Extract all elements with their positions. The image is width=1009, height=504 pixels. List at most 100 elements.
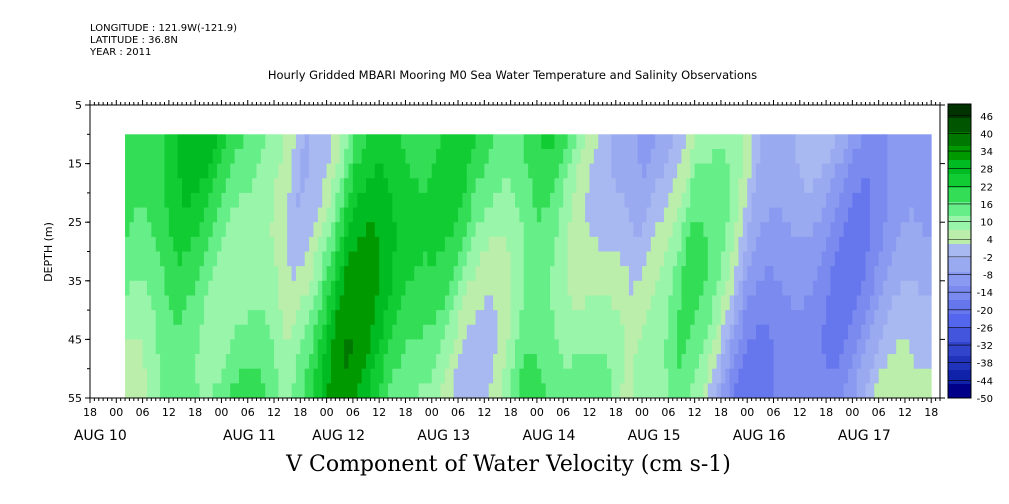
heatmap-cell [361, 310, 367, 326]
heatmap-cell [655, 222, 660, 238]
heatmap-cell [865, 383, 871, 399]
heatmap-cell [707, 354, 713, 370]
heatmap-cell [449, 383, 455, 399]
heatmap-cell [344, 383, 349, 399]
heatmap-cell [528, 266, 533, 282]
heatmap-cell [515, 207, 520, 223]
heatmap-cell [458, 163, 463, 179]
heatmap-cell [484, 324, 490, 340]
heatmap-cell [830, 163, 836, 179]
heatmap-cell [409, 222, 415, 238]
heatmap-cell [769, 251, 774, 267]
heatmap-cell [344, 280, 349, 296]
heatmap-cell [146, 324, 152, 340]
heatmap-cell [663, 178, 669, 194]
heatmap-cell [238, 324, 244, 340]
heatmap-cell [541, 324, 547, 340]
heatmap-cell [291, 192, 297, 208]
heatmap-cell [795, 178, 801, 194]
heatmap-cell [839, 368, 845, 384]
heatmap-cell [716, 148, 722, 164]
heatmap-cell [458, 339, 463, 355]
heatmap-cell [238, 251, 244, 267]
heatmap-cell [637, 192, 643, 208]
heatmap-cell [764, 163, 770, 179]
heatmap-cell [747, 207, 752, 223]
heatmap-cell [146, 251, 152, 267]
heatmap-cell [269, 134, 275, 150]
heatmap-cell [720, 178, 726, 194]
heatmap-cell [729, 310, 735, 326]
heatmap-cell [387, 324, 393, 340]
heatmap-cell [694, 236, 700, 252]
heatmap-cell [309, 295, 314, 311]
heatmap-cell [501, 280, 507, 296]
heatmap-cell [238, 236, 244, 252]
heatmap-cell [186, 192, 192, 208]
heatmap-cell [887, 280, 893, 296]
heatmap-cell [646, 324, 652, 340]
heatmap-cell [826, 354, 831, 370]
heatmap-cell [322, 178, 327, 194]
heatmap-cell [462, 310, 468, 326]
heatmap-cell [839, 383, 845, 399]
heatmap-cell [751, 163, 757, 179]
heatmap-cell [295, 324, 301, 340]
heatmap-cell [869, 295, 875, 311]
heatmap-cell [462, 251, 468, 267]
heatmap-cell [685, 266, 691, 282]
heatmap-cell [922, 354, 928, 370]
heatmap-cell [777, 266, 783, 282]
heatmap-cell [173, 310, 179, 326]
heatmap-cell [878, 324, 884, 340]
heatmap-cell [615, 339, 621, 355]
heatmap-cell [493, 178, 498, 194]
heatmap-cell [922, 236, 928, 252]
heatmap-cell [620, 134, 625, 150]
heatmap-cell [742, 383, 748, 399]
heatmap-cell [769, 222, 774, 238]
heatmap-cell [598, 354, 604, 370]
heatmap-cell [195, 222, 200, 238]
heatmap-cell [282, 148, 288, 164]
heatmap-cell [707, 178, 713, 194]
heatmap-cell [909, 383, 915, 399]
heatmap-cell [247, 324, 253, 340]
heatmap-cell [795, 192, 801, 208]
heatmap-cell [396, 236, 402, 252]
heatmap-cell [650, 324, 656, 340]
heatmap-cell [729, 266, 735, 282]
heatmap-cell [326, 368, 332, 384]
heatmap-cell [699, 222, 704, 238]
heatmap-cell [392, 148, 398, 164]
heatmap-cell [633, 368, 639, 384]
heatmap-cell [436, 163, 441, 179]
heatmap-cell [431, 310, 437, 326]
heatmap-cell [493, 222, 498, 238]
heatmap-cell [392, 295, 398, 311]
heatmap-cell [361, 236, 367, 252]
heatmap-cell [212, 266, 218, 282]
heatmap-cell [379, 368, 384, 384]
heatmap-cell [918, 383, 923, 399]
heatmap-cell [900, 339, 906, 355]
heatmap-cell [195, 339, 200, 355]
heatmap-cell [133, 354, 139, 370]
heatmap-cell [501, 266, 507, 282]
heatmap-cell [681, 178, 687, 194]
heatmap-cell [672, 163, 678, 179]
heatmap-cell [685, 236, 691, 252]
heatmap-cell [716, 251, 722, 267]
heatmap-cell [891, 207, 897, 223]
heatmap-cell [401, 163, 406, 179]
heatmap-cell [168, 134, 174, 150]
heatmap-cell [663, 368, 669, 384]
heatmap-cell [624, 148, 630, 164]
heatmap-cell [558, 236, 564, 252]
heatmap-cell [585, 178, 590, 194]
heatmap-cell [427, 163, 433, 179]
heatmap-cell [339, 207, 345, 223]
heatmap-cell [812, 266, 818, 282]
heatmap-cell [856, 192, 862, 208]
heatmap-cell [243, 236, 249, 252]
